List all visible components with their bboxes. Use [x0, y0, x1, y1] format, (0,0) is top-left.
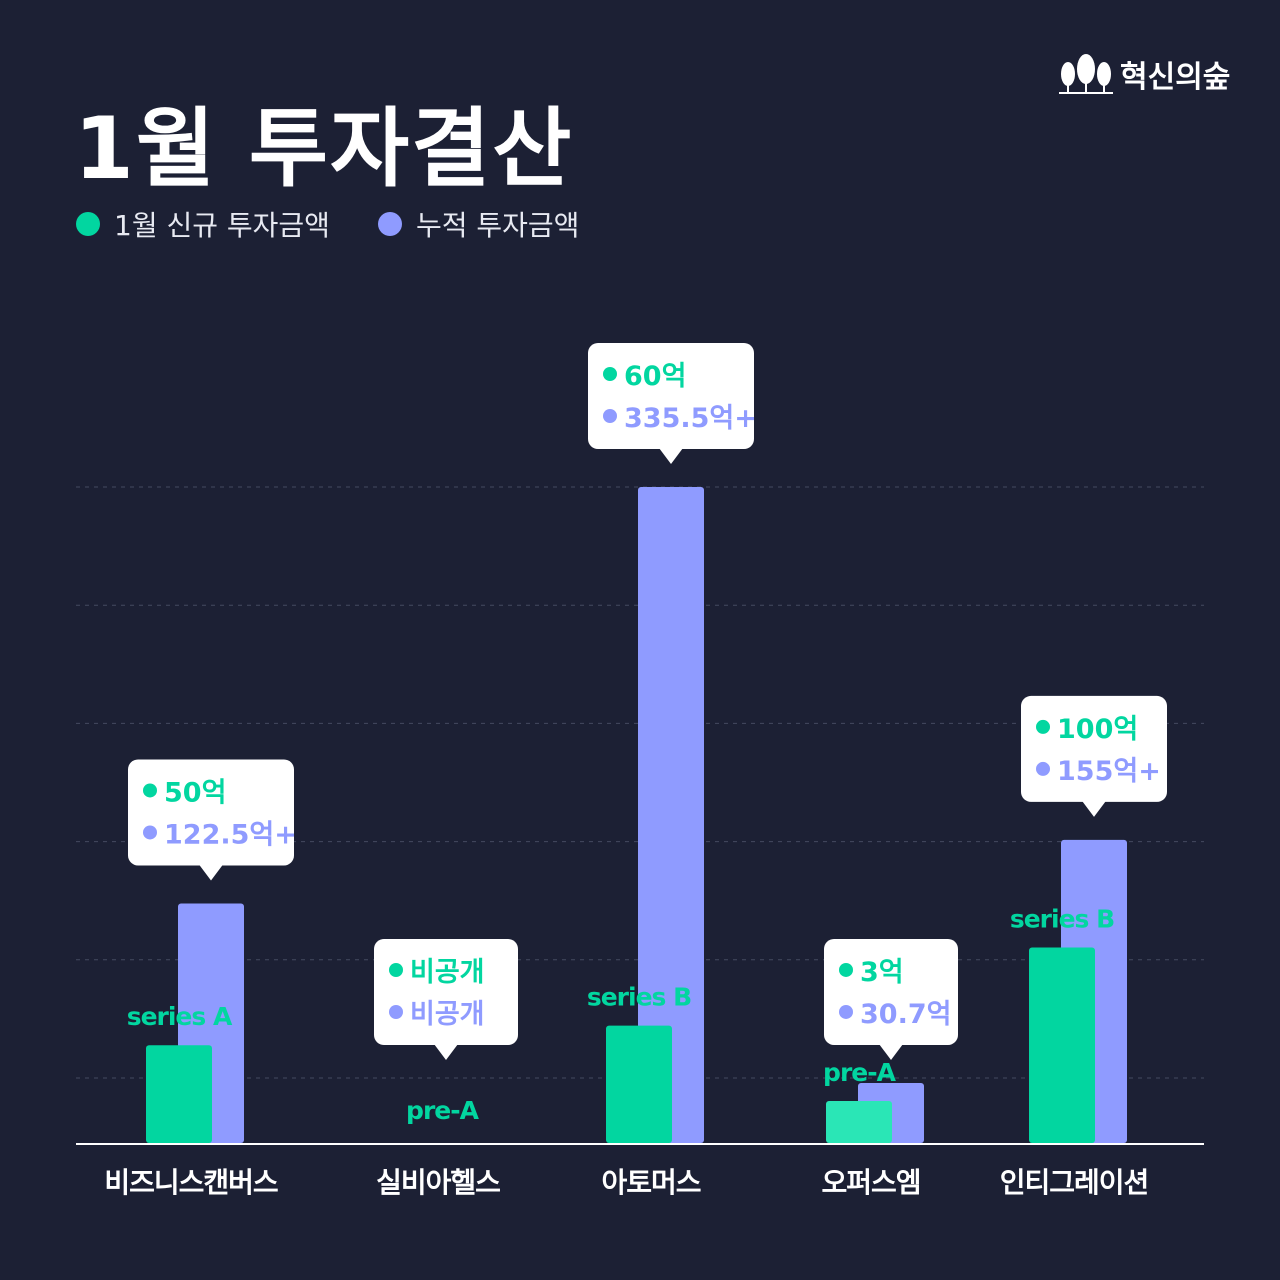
bar-new	[146, 1045, 212, 1143]
brand-logo: 혁신의숲	[1058, 52, 1230, 96]
tooltip-arrow	[434, 1044, 458, 1060]
tooltip-dot-new	[603, 367, 617, 381]
tooltip-dot-new	[389, 963, 403, 977]
category-label: 인티그레이션	[1000, 1166, 1149, 1199]
forest-trees-icon	[1059, 54, 1113, 94]
legend-item-cumulative: 누적 투자금액	[377, 204, 580, 244]
tooltip-value-new: 3억	[860, 957, 904, 988]
tooltip-box	[588, 343, 754, 449]
bar-new	[1029, 947, 1095, 1143]
tooltip-dot-new	[839, 962, 853, 977]
tooltip-value-new: 100억	[1057, 714, 1138, 745]
round-label: series B	[1010, 904, 1114, 933]
tooltip-dot-new	[143, 783, 157, 798]
tooltip-dot-cumulative	[389, 1005, 403, 1019]
tooltip-value-new: 비공개	[410, 957, 485, 988]
tooltip-value-new: 50억	[164, 777, 226, 808]
tooltip-value-cumulative: 비공개	[410, 999, 485, 1030]
bar-new	[606, 1025, 672, 1143]
tooltip-value-cumulative: 155억+	[1057, 756, 1161, 787]
tooltip-arrow	[199, 864, 223, 881]
legend-item-new: 1월 신규 투자금액	[76, 204, 330, 244]
tooltip-value-cumulative: 30.7억	[860, 999, 951, 1030]
tooltip-box	[128, 759, 294, 866]
bar-cumulative	[638, 487, 704, 1143]
brand-name: 혁신의숲	[1120, 60, 1231, 95]
tooltip-box	[374, 939, 518, 1045]
tooltip-arrow	[879, 1043, 903, 1060]
legend: 1월 신규 투자금액 누적 투자금액	[76, 204, 579, 244]
tooltip-dot-cumulative	[143, 825, 157, 840]
tooltip-dot-cumulative	[603, 409, 617, 423]
round-label: series A	[127, 1002, 233, 1031]
category-label: 비즈니스캔버스	[104, 1166, 278, 1199]
tooltip-arrow	[1082, 800, 1106, 817]
tooltip-value-cumulative: 335.5억+	[624, 403, 757, 434]
tooltip-dot-cumulative	[839, 1004, 853, 1019]
category-label: 실비아헬스	[376, 1166, 500, 1199]
category-label: 오퍼스엠	[821, 1166, 920, 1199]
tooltip-arrow	[659, 448, 683, 464]
category-label: 아토머스	[601, 1166, 700, 1199]
round-label: series B	[587, 983, 691, 1012]
bar-new	[826, 1101, 892, 1143]
round-label: pre-A	[823, 1058, 897, 1087]
tooltip-value-cumulative: 122.5억+	[164, 819, 297, 850]
legend-label-cumulative: 누적 투자금액	[415, 209, 580, 242]
legend-dot-new	[76, 212, 100, 236]
legend-label-new: 1월 신규 투자금액	[114, 209, 330, 242]
tooltip-value-new: 60억	[624, 361, 686, 392]
tooltip-dot-cumulative	[1036, 761, 1050, 776]
tooltip-box	[824, 938, 958, 1045]
legend-dot-cumulative	[377, 212, 402, 236]
chart-title: 1월 투자결산	[74, 99, 574, 199]
round-label: pre-A	[406, 1096, 480, 1125]
tooltip-box	[1021, 695, 1167, 802]
tooltip-dot-new	[1036, 719, 1050, 734]
